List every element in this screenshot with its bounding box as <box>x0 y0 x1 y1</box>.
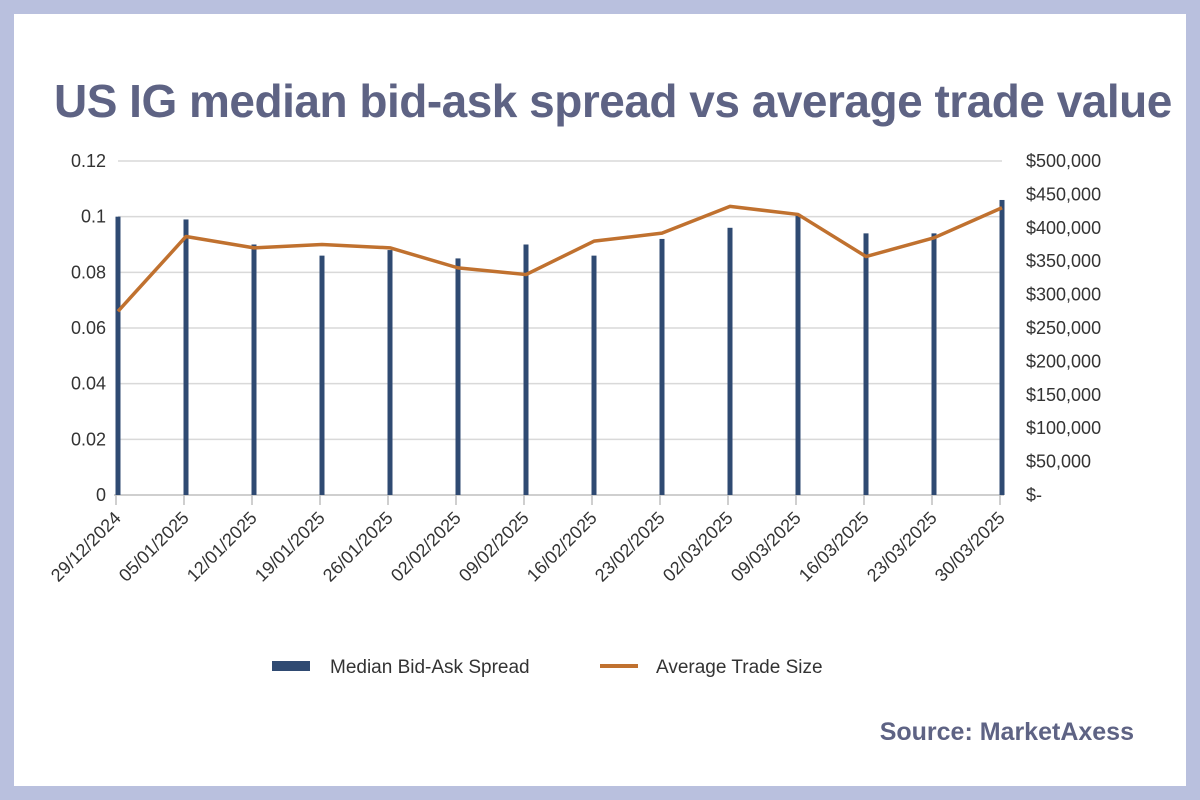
legend-label-line: Average Trade Size <box>656 657 823 678</box>
bar-median-spread <box>387 250 393 495</box>
y-right-tick-label: $250,000 <box>1026 318 1101 338</box>
bar-median-spread <box>319 255 325 495</box>
y-left-tick-label: 0.06 <box>71 318 106 338</box>
chart-card: US IG median bid-ask spread vs average t… <box>14 14 1186 786</box>
x-tick-label: 23/02/2025 <box>591 508 669 586</box>
y-left-tick-label: 0 <box>96 485 106 505</box>
bar-median-spread <box>591 255 597 495</box>
y-right-tick-label: $500,000 <box>1026 151 1101 171</box>
x-tick-label: 29/12/2024 <box>47 508 125 586</box>
x-tick-label: 02/02/2025 <box>387 508 465 586</box>
bar-median-spread <box>795 213 801 495</box>
bar-median-spread <box>863 233 869 495</box>
x-tick-label: 05/01/2025 <box>115 508 193 586</box>
x-tick-label: 09/02/2025 <box>455 508 533 586</box>
bar-median-spread <box>659 238 665 495</box>
bar-median-spread <box>183 219 189 495</box>
x-tick-label: 09/03/2025 <box>727 508 805 586</box>
x-tick-label: 02/03/2025 <box>659 508 737 586</box>
x-tick-label: 23/03/2025 <box>863 508 941 586</box>
y-right-tick-label: $200,000 <box>1026 351 1101 371</box>
y-right-tick-label: $350,000 <box>1026 251 1101 271</box>
y-right-tick-label: $100,000 <box>1026 418 1101 438</box>
chart-title: US IG median bid-ask spread vs average t… <box>54 75 1172 127</box>
y-left-tick-label: 0.08 <box>71 262 106 282</box>
y-left-tick-label: 0.04 <box>71 374 106 394</box>
legend-swatch-bar <box>272 661 310 671</box>
line-average-trade-size <box>116 204 1003 313</box>
y-right-tick-label: $400,000 <box>1026 218 1101 238</box>
x-tick-label: 30/03/2025 <box>931 508 1009 586</box>
x-tick-label: 26/01/2025 <box>319 508 397 586</box>
bar-median-spread <box>115 216 121 495</box>
bar-median-spread <box>999 199 1005 495</box>
bar-median-spread <box>251 244 257 495</box>
bar-median-spread <box>727 227 733 496</box>
legend: Median Bid-Ask Spread Average Trade Size <box>272 657 823 678</box>
y-right-tick-label: $450,000 <box>1026 184 1101 204</box>
x-tick-label: 16/03/2025 <box>795 508 873 586</box>
bar-median-spread <box>931 233 937 495</box>
x-tick-label: 19/01/2025 <box>251 508 329 586</box>
y-right-tick-label: $50,000 <box>1026 452 1091 472</box>
y-right-tick-label: $- <box>1026 485 1042 505</box>
bar-median-spread <box>523 244 529 495</box>
y-left-tick-label: 0.12 <box>71 151 106 171</box>
legend-label-bar: Median Bid-Ask Spread <box>330 657 530 678</box>
x-tick-label: 12/01/2025 <box>183 508 261 586</box>
x-tick-label: 16/02/2025 <box>523 508 601 586</box>
y-right-tick-label: $300,000 <box>1026 285 1101 305</box>
y-right-tick-label: $150,000 <box>1026 385 1101 405</box>
y-left-tick-label: 0.02 <box>71 429 106 449</box>
bar-median-spread <box>455 258 461 495</box>
source-note: Source: MarketAxess <box>879 718 1134 746</box>
y-left-tick-label: 0.1 <box>81 207 106 227</box>
